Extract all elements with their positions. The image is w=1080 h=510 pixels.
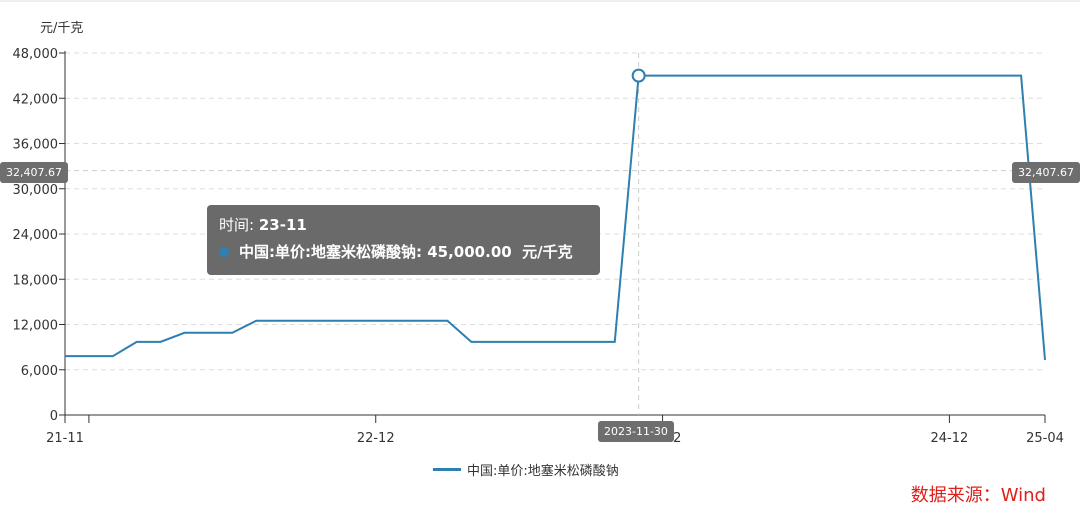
tooltip: 时间: 23-11 中国:单价:地塞米松磷酸钠: 45,000.00 元/千克 [207, 205, 600, 275]
x-tick-label: 21-11 [46, 431, 84, 446]
y-tick-label: 42,000 [13, 92, 59, 107]
x-axis-pointer-label: 2023-11-30 [598, 421, 674, 442]
legend-line-icon [433, 468, 461, 471]
y-tick-label: 36,000 [13, 138, 59, 153]
y-tick-label: 30,000 [13, 183, 59, 198]
tooltip-value: 45,000.00 [427, 242, 512, 261]
data-source: 数据来源：Wind [910, 485, 1046, 506]
y-tick-label: 24,000 [13, 228, 59, 243]
tooltip-time-label: 时间: [219, 216, 255, 234]
series-dot-icon [219, 246, 229, 257]
tooltip-series-label: 中国:单价:地塞米松磷酸钠: [239, 243, 422, 261]
highlighted-data-point [631, 68, 646, 83]
x-tick-label: 24-12 [930, 431, 968, 446]
legend-item[interactable]: 中国:单价:地塞米松磷酸钠 [433, 460, 619, 479]
x-tick-label: 25-04 [1026, 431, 1064, 446]
y-tick-label: 12,000 [13, 319, 59, 334]
tooltip-time-value: 23-11 [258, 216, 307, 234]
y-tick-label: 18,000 [13, 273, 59, 288]
series-line [65, 74, 1046, 361]
tooltip-unit: 元/千克 [522, 243, 573, 261]
y-axis-pointer-label-right: 32,407.67 [1012, 162, 1080, 183]
y-axis-title: 元/千克 [40, 21, 83, 36]
y-tick-label: 0 [50, 409, 58, 424]
legend-label: 中国:单价:地塞米松磷酸钠 [467, 464, 619, 479]
x-tick-label: 22-12 [357, 431, 395, 446]
y-axis-pointer-label-left: 32,407.67 [0, 162, 68, 183]
y-tick-label: 6,000 [21, 364, 58, 379]
y-tick-label: 48,000 [13, 47, 59, 62]
